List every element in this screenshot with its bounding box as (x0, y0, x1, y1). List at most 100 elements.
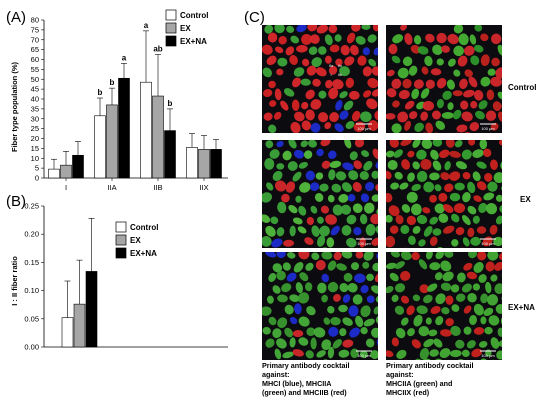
chart-b-legend-swatch (115, 234, 127, 246)
caption-left-line-3: MHCI (blue), MHCIIA (262, 379, 331, 388)
muscle-fiber (326, 237, 335, 248)
muscle-fiber (274, 180, 287, 192)
micrograph-panel-r3-c1: 100 μm (262, 252, 378, 370)
muscle-fiber (321, 252, 333, 260)
muscle-fiber (367, 120, 378, 131)
chart-a-significance-label: b (98, 88, 103, 97)
muscle-fiber (366, 273, 374, 282)
chart-a-bar (94, 115, 106, 179)
muscle-fiber (386, 150, 395, 158)
muscle-fiber (272, 170, 283, 181)
chart-b-y-tick-label: 0.25 (24, 202, 39, 211)
muscle-fiber (469, 314, 477, 325)
muscle-fiber (311, 225, 320, 237)
muscle-fiber (373, 306, 378, 315)
muscle-fiber (450, 325, 461, 336)
muscle-fiber (452, 90, 463, 97)
muscle-fiber (341, 182, 352, 193)
muscle-fiber (411, 183, 421, 191)
muscle-fiber (350, 262, 360, 271)
muscle-fiber (266, 182, 274, 191)
muscle-fiber (386, 113, 396, 120)
muscle-fiber (276, 163, 285, 170)
muscle-fiber (412, 225, 421, 234)
muscle-fiber (289, 294, 300, 302)
muscle-fiber (413, 79, 424, 89)
muscle-fiber (397, 111, 409, 123)
muscle-fiber (343, 272, 353, 282)
muscle-fiber (459, 78, 468, 89)
muscle-fiber (495, 304, 502, 314)
muscle-fiber (430, 68, 442, 76)
row-label-control: Control (508, 83, 536, 92)
muscle-fiber (420, 88, 430, 99)
muscle-fiber (276, 68, 284, 76)
muscle-fiber (355, 35, 366, 45)
muscle-fiber (421, 66, 429, 75)
muscle-fiber (262, 306, 272, 316)
muscle-fiber (333, 293, 341, 302)
panel-label-b: (B) (6, 193, 26, 210)
muscle-fiber (371, 237, 378, 246)
chart-a-y-tick-label: 15 (31, 144, 39, 153)
muscle-fiber (288, 140, 297, 149)
muscle-fiber (281, 283, 292, 293)
chart-a-x-tick-label: IIA (107, 183, 116, 192)
scale-bar-label: 100 μm (357, 126, 371, 131)
muscle-fiber (276, 270, 286, 281)
muscle-fiber (480, 76, 491, 87)
muscle-fiber (338, 194, 349, 203)
muscle-fiber (360, 285, 369, 294)
muscle-fiber (429, 236, 438, 246)
muscle-fiber (462, 237, 470, 247)
muscle-fiber (393, 149, 403, 158)
muscle-fiber (264, 158, 275, 170)
muscle-fiber (363, 318, 375, 327)
muscle-fiber (432, 140, 443, 147)
chart-a-legend-swatch (165, 9, 177, 21)
muscle-fiber (289, 337, 296, 348)
muscle-fiber (330, 316, 341, 326)
muscle-fiber (371, 88, 378, 97)
muscle-fiber (464, 69, 473, 78)
muscle-fiber (467, 181, 476, 194)
muscle-fiber (349, 44, 359, 56)
muscle-fiber (441, 111, 454, 119)
muscle-fiber (499, 252, 502, 261)
muscle-fiber (305, 89, 315, 100)
muscle-fiber (301, 101, 309, 110)
muscle-fiber (262, 192, 273, 203)
muscle-fiber (366, 359, 377, 370)
muscle-fiber (370, 350, 378, 360)
muscle-fiber (362, 47, 370, 56)
muscle-fiber (332, 79, 344, 90)
chart-a-y-tick-label: 60 (31, 55, 39, 64)
muscle-fiber (368, 58, 377, 67)
muscle-fiber (394, 171, 403, 180)
muscle-fiber (367, 34, 377, 43)
muscle-fiber (434, 184, 442, 192)
muscle-fiber (277, 294, 288, 303)
muscle-fiber (277, 57, 288, 67)
muscle-fiber (463, 305, 472, 314)
muscle-fiber (374, 110, 378, 121)
muscle-fiber (387, 160, 398, 170)
muscle-fiber (501, 100, 502, 111)
muscle-fiber (484, 172, 493, 182)
muscle-fiber (321, 294, 328, 303)
muscle-fiber (449, 349, 462, 358)
muscle-fiber (313, 327, 326, 338)
muscle-fiber (292, 217, 303, 225)
muscle-fiber (360, 111, 372, 122)
muscle-fiber (265, 140, 274, 149)
muscle-fiber (386, 192, 393, 203)
muscle-fiber (425, 317, 432, 325)
muscle-fiber (400, 252, 412, 261)
muscle-fiber (266, 55, 277, 66)
muscle-fiber (491, 57, 500, 67)
muscle-fiber (310, 99, 322, 110)
muscle-fiber (436, 78, 447, 89)
muscle-fiber (397, 67, 409, 79)
muscle-fiber (394, 283, 406, 293)
chart-a-y-tick-label: 75 (31, 25, 39, 34)
